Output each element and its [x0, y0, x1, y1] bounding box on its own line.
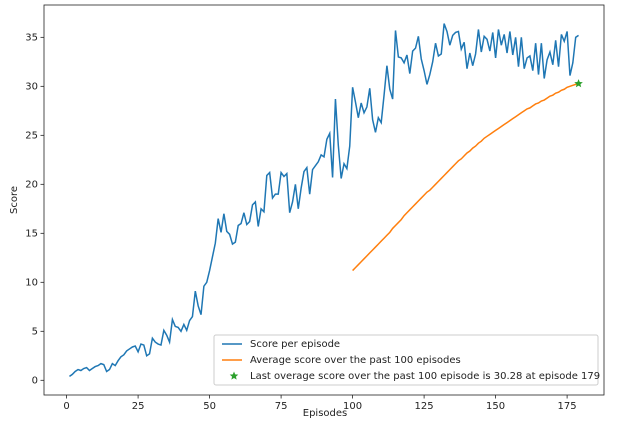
legend-label: Last overage score over the past 100 epi… [250, 371, 600, 382]
x-tick-label: 175 [558, 401, 577, 412]
y-tick-label: 35 [25, 32, 38, 43]
x-tick-label: 25 [132, 401, 145, 412]
line-series [352, 82, 579, 272]
y-tick-label: 15 [25, 228, 38, 239]
plot-frame [43, 4, 605, 396]
y-tick-label: 20 [25, 179, 38, 190]
line-series [69, 23, 579, 377]
x-axis-label: Episodes [303, 408, 347, 419]
legend-marker [229, 371, 239, 380]
y-tick-label: 10 [25, 277, 38, 288]
legend-box [213, 334, 599, 386]
y-tick-label: 5 [32, 326, 38, 337]
y-axis-label: Score [9, 186, 20, 214]
legend-label: Average score over the past 100 episodes [250, 355, 461, 366]
y-tick-label: 30 [25, 81, 38, 92]
x-tick-label: 150 [486, 401, 505, 412]
x-tick-label: 100 [343, 401, 362, 412]
x-tick-label: 0 [63, 401, 69, 412]
y-tick-label: 0 [32, 375, 38, 386]
x-tick-label: 75 [275, 401, 288, 412]
marker [574, 79, 583, 88]
y-tick-label: 25 [25, 130, 38, 141]
legend-label: Score per episode [250, 339, 340, 350]
x-tick-label: 125 [415, 401, 434, 412]
x-tick-label: 50 [203, 401, 216, 412]
